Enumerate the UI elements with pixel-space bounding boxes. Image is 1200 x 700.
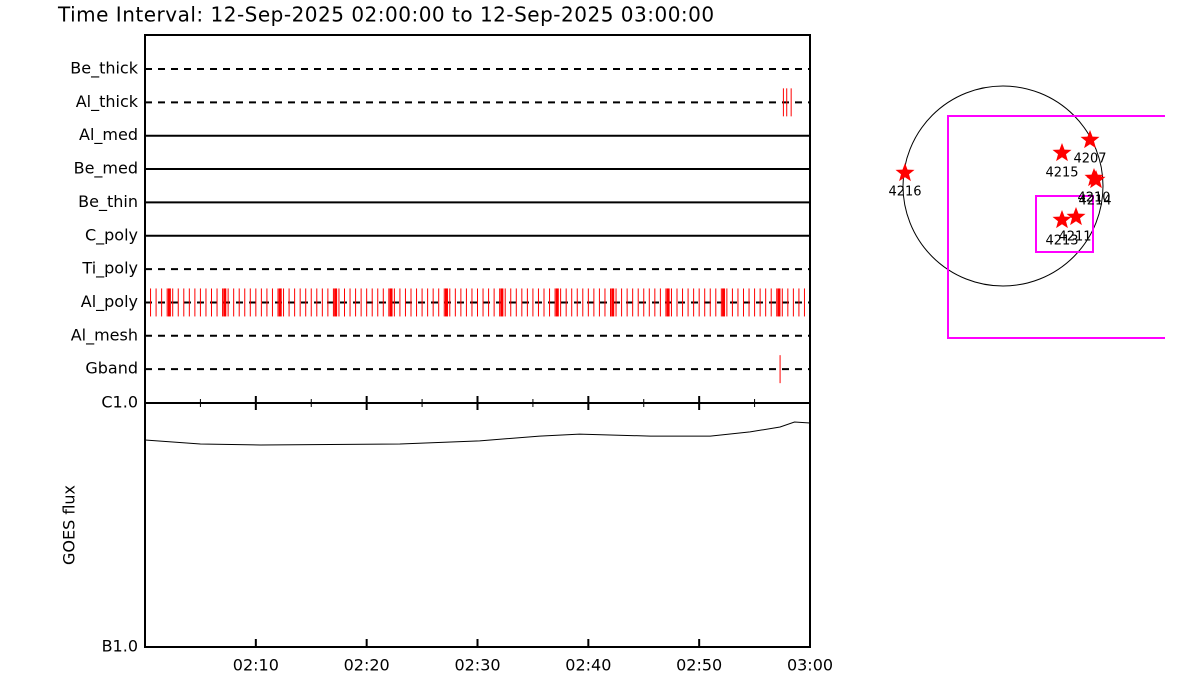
x-tick-label: 03:00 [787, 656, 833, 675]
goes-curve [144, 421, 811, 446]
filter-label: C_poly [85, 225, 138, 245]
filter-label: Ti_poly [81, 259, 138, 279]
title: Time Interval: 12-Sep-2025 02:00:00 to 1… [57, 3, 715, 27]
filter-label: Al_poly [81, 292, 138, 312]
region-star [895, 163, 915, 182]
y-tick-label: C1.0 [101, 393, 138, 412]
x-tick-label: 02:10 [233, 656, 279, 675]
region-star [1066, 207, 1086, 226]
region-star [1080, 130, 1100, 149]
filter-label: Be_med [74, 159, 138, 179]
solar-limb [902, 85, 1104, 287]
region-label: 4207 [1073, 152, 1106, 167]
x-tick-label: 02:50 [676, 656, 722, 675]
filter-label: Al_mesh [71, 325, 138, 345]
filter-label: Al_med [79, 125, 138, 145]
fov-large [947, 115, 1165, 339]
region-star [1084, 168, 1104, 187]
region-star [1052, 210, 1072, 229]
y-axis-label: GOES flux [60, 485, 79, 565]
filter-label: Al_thick [76, 92, 139, 112]
region-label: 4211 [1058, 230, 1091, 245]
x-tick-label: 02:30 [454, 656, 500, 675]
region-label: 4210 [1077, 191, 1110, 206]
filter-label: Be_thick [70, 59, 138, 79]
filter-label: Gband [85, 359, 138, 378]
region-star [1052, 143, 1072, 162]
x-tick-label: 02:40 [565, 656, 611, 675]
y-tick-label: B1.0 [102, 637, 138, 656]
region-label: 4213 [1045, 234, 1078, 249]
region-label: 4214 [1078, 194, 1111, 209]
region-label: 4216 [888, 185, 921, 200]
region-label: 4215 [1045, 166, 1078, 181]
fov-small [1035, 195, 1094, 253]
filter-label: Be_thin [78, 192, 138, 212]
x-tick-label: 02:20 [344, 656, 390, 675]
